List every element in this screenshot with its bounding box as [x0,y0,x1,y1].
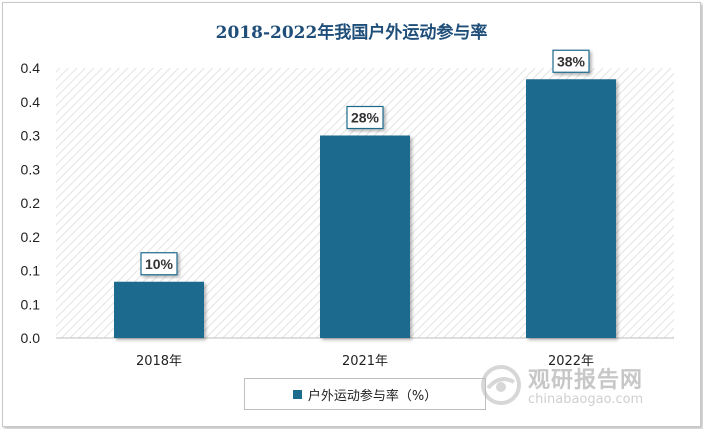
y-tick-label: 0.2 [21,195,41,211]
y-tick-label: 0.3 [21,161,41,177]
chart-title: 2018-2022年我国户外运动参与率 [215,23,488,43]
data-label-box [140,252,178,276]
y-tick-label: 0.1 [21,296,41,312]
legend: 户外运动参与率（%） [244,378,486,410]
watermark: 观研报告网 chinabaogao.com [480,362,695,417]
data-label: 10% [145,256,174,272]
data-label-box [552,49,590,73]
y-tick-label: 0.3 [21,128,41,144]
watermark-url: chinabaogao.com [528,392,644,407]
watermark-name: 观研报告网 [528,368,644,393]
bar [320,135,410,338]
legend-swatch [292,389,302,399]
data-label-box [346,105,384,130]
data-label: 38% [557,53,586,69]
y-tick-label: 0.2 [21,229,41,245]
watermark-logo-icon [481,365,521,405]
x-tick-label: 2018年 [136,354,182,369]
y-tick-label: 0.4 [21,60,41,76]
y-tick-label: 0.0 [21,330,41,346]
x-tick-label: 2021年 [342,354,388,369]
x-tick-label: 2022年 [548,354,594,369]
bar [114,281,204,338]
data-label: 28% [351,110,380,126]
bar [526,79,616,338]
legend-label: 户外运动参与率（%） [307,388,438,404]
y-tick-label: 0.4 [21,94,41,110]
y-tick-label: 0.1 [21,263,41,279]
